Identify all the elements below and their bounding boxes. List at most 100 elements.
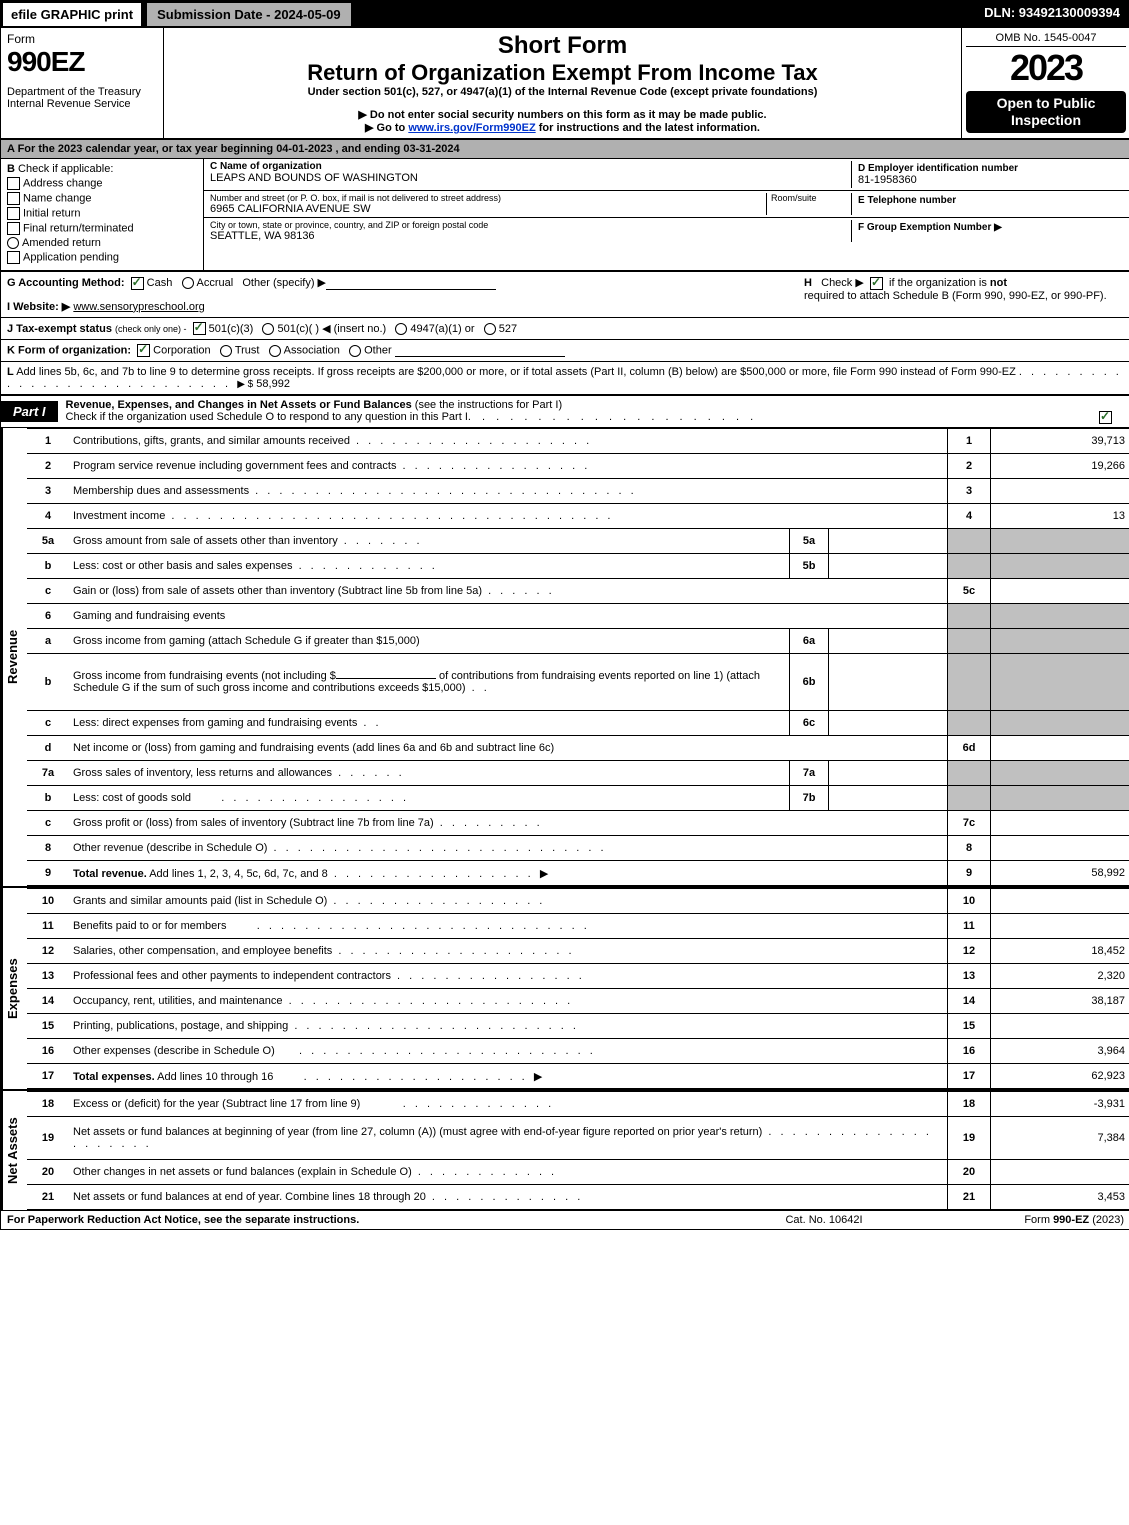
check-4947[interactable] xyxy=(395,323,407,335)
box-b: B Check if applicable: Address change Na… xyxy=(1,159,204,270)
check-application-pending[interactable]: Application pending xyxy=(7,251,197,264)
h-text1: Check ▶ xyxy=(821,277,864,289)
line-12: 12Salaries, other compensation, and empl… xyxy=(27,939,1129,964)
omb-number: OMB No. 1545-0047 xyxy=(966,30,1126,47)
form-word: Form xyxy=(7,32,157,46)
g-other-blank[interactable] xyxy=(326,277,496,290)
check-trust[interactable] xyxy=(220,345,232,357)
g-other: Other (specify) ▶ xyxy=(242,277,326,289)
revenue-label: Revenue xyxy=(1,428,27,886)
box-d: D Employer identification number 81-1958… xyxy=(851,161,1124,188)
check-name-change[interactable]: Name change xyxy=(7,192,197,205)
line-6: 6Gaming and fundraising events xyxy=(27,604,1129,629)
line-i: I Website: ▶ www.sensorypreschool.org xyxy=(7,300,792,313)
check-accrual[interactable] xyxy=(182,277,194,289)
revenue-table: 1Contributions, gifts, grants, and simil… xyxy=(27,428,1129,886)
note-goto: ▶ Go to www.irs.gov/Form990EZ for instru… xyxy=(170,121,955,134)
box-d-label: D Employer identification number xyxy=(858,163,1118,174)
check-final-return[interactable]: Final return/terminated xyxy=(7,222,197,235)
header-left: Form 990EZ Department of the Treasury In… xyxy=(1,28,164,138)
open-inspection: Open to Public Inspection xyxy=(966,91,1126,133)
line-9: 9Total revenue. Add lines 1, 2, 3, 4, 5c… xyxy=(27,861,1129,886)
check-initial-return[interactable]: Initial return xyxy=(7,207,197,220)
l-label: L xyxy=(7,366,14,378)
footer-right: Form 990-EZ (2023) xyxy=(924,1214,1124,1226)
j-sub: (check only one) - xyxy=(115,324,187,334)
form-number: 990EZ xyxy=(7,46,157,78)
ein-value: 81-1958360 xyxy=(858,174,1118,186)
box-b-label: Check if applicable: xyxy=(18,163,113,175)
city-label: City or town, state or province, country… xyxy=(210,220,851,230)
line-3: 3Membership dues and assessments . . . .… xyxy=(27,479,1129,504)
check-501c3[interactable] xyxy=(193,322,206,335)
line-21: 21Net assets or fund balances at end of … xyxy=(27,1185,1129,1210)
check-address-change[interactable]: Address change xyxy=(7,177,197,190)
expenses-label: Expenses xyxy=(1,888,27,1089)
line-g: G Accounting Method: Cash Accrual Other … xyxy=(1,272,798,317)
check-h[interactable] xyxy=(870,277,883,290)
main-title: Return of Organization Exempt From Incom… xyxy=(170,60,955,86)
irs-label: Internal Revenue Service xyxy=(7,98,157,110)
irs-link[interactable]: www.irs.gov/Form990EZ xyxy=(408,122,535,134)
line-1: 1Contributions, gifts, grants, and simil… xyxy=(27,429,1129,454)
box-e: E Telephone number xyxy=(851,193,1124,215)
line-7b: bLess: cost of goods sold . . . . . . . … xyxy=(27,786,1129,811)
check-501c[interactable] xyxy=(262,323,274,335)
h-text3: required to attach Schedule B (Form 990,… xyxy=(804,290,1124,302)
line-17: 17Total expenses. Add lines 10 through 1… xyxy=(27,1064,1129,1089)
line-6a: aGross income from gaming (attach Schedu… xyxy=(27,629,1129,654)
box-c: C Name of organization LEAPS AND BOUNDS … xyxy=(204,159,1129,270)
check-amended-return[interactable]: Amended return xyxy=(7,237,197,249)
check-schedule-o[interactable] xyxy=(1099,411,1112,424)
part1-sub: (see the instructions for Part I) xyxy=(415,399,562,411)
line-5c: cGain or (loss) from sale of assets othe… xyxy=(27,579,1129,604)
under-section: Under section 501(c), 527, or 4947(a)(1)… xyxy=(170,86,955,98)
box-b-heading: B xyxy=(7,163,15,175)
header-center: Short Form Return of Organization Exempt… xyxy=(164,28,962,138)
k-other-blank[interactable] xyxy=(395,344,565,357)
line-11: 11Benefits paid to or for members . . . … xyxy=(27,914,1129,939)
k-label: K Form of organization: xyxy=(7,345,131,357)
line-5a: 5aGross amount from sale of assets other… xyxy=(27,529,1129,554)
line-7c: cGross profit or (loss) from sales of in… xyxy=(27,811,1129,836)
page-footer: For Paperwork Reduction Act Notice, see … xyxy=(1,1210,1129,1229)
check-cash[interactable] xyxy=(131,277,144,290)
line-15: 15Printing, publications, postage, and s… xyxy=(27,1014,1129,1039)
line-2: 2Program service revenue including gover… xyxy=(27,454,1129,479)
org-name: LEAPS AND BOUNDS OF WASHINGTON xyxy=(210,172,851,184)
header-right: OMB No. 1545-0047 2023 Open to Public In… xyxy=(962,28,1129,138)
line-6b: bGross income from fundraising events (n… xyxy=(27,654,1129,711)
line-14: 14Occupancy, rent, utilities, and mainte… xyxy=(27,989,1129,1014)
website-link[interactable]: www.sensorypreschool.org xyxy=(73,301,204,313)
h-label: H xyxy=(804,277,812,289)
efile-print-button[interactable]: efile GRAPHIC print xyxy=(1,1,143,28)
box-c-label: C Name of organization xyxy=(210,161,851,172)
revenue-section: Revenue 1Contributions, gifts, grants, a… xyxy=(1,428,1129,886)
netassets-label: Net Assets xyxy=(1,1091,27,1210)
line-k: K Form of organization: Corporation Trus… xyxy=(1,340,1129,362)
i-label: I Website: ▶ xyxy=(7,301,70,313)
line-10: 10Grants and similar amounts paid (list … xyxy=(27,889,1129,914)
gh-block: G Accounting Method: Cash Accrual Other … xyxy=(1,272,1129,318)
box-f: F Group Exemption Number ▶ xyxy=(851,220,1124,242)
part1-title: Revenue, Expenses, and Changes in Net As… xyxy=(58,396,1129,427)
line-4: 4Investment income . . . . . . . . . . .… xyxy=(27,504,1129,529)
room-label: Room/suite xyxy=(771,193,851,203)
street-value: 6965 CALIFORNIA AVENUE SW xyxy=(210,203,766,215)
note-ssn: ▶ Do not enter social security numbers o… xyxy=(170,108,955,121)
line-13: 13Professional fees and other payments t… xyxy=(27,964,1129,989)
check-corp[interactable] xyxy=(137,344,150,357)
check-other-org[interactable] xyxy=(349,345,361,357)
check-assoc[interactable] xyxy=(269,345,281,357)
row-a-taxyear: A For the 2023 calendar year, or tax yea… xyxy=(1,140,1129,159)
h-not: not xyxy=(990,277,1007,289)
line-18: 18Excess or (deficit) for the year (Subt… xyxy=(27,1092,1129,1117)
line-6d: dNet income or (loss) from gaming and fu… xyxy=(27,736,1129,761)
expenses-section: Expenses 10Grants and similar amounts pa… xyxy=(1,886,1129,1089)
part1-header: Part I Revenue, Expenses, and Changes in… xyxy=(1,394,1129,428)
l-value: 58,992 xyxy=(256,378,290,390)
check-527[interactable] xyxy=(484,323,496,335)
part1-label: Part I xyxy=(1,401,58,422)
g-label: G Accounting Method: xyxy=(7,277,125,289)
dln-number: DLN: 93492130009394 xyxy=(974,1,1129,28)
